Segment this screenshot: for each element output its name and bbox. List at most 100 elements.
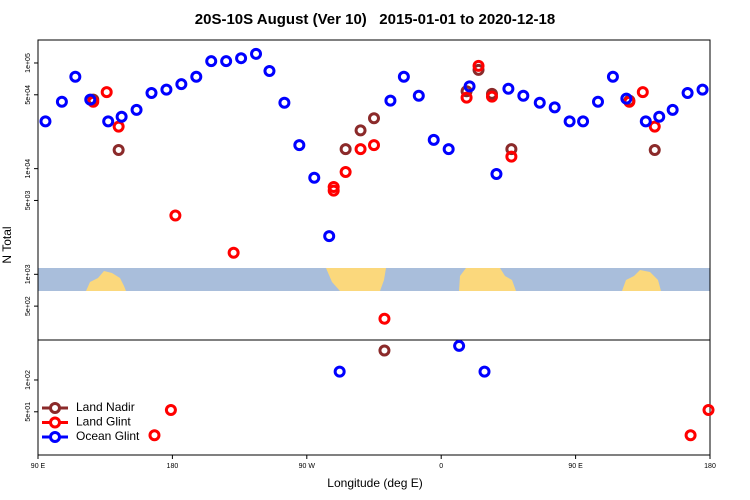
x-axis-label: Longitude (deg E) xyxy=(327,476,422,490)
data-point xyxy=(384,94,397,107)
data-point xyxy=(427,133,440,146)
data-point xyxy=(160,83,173,96)
data-point xyxy=(472,59,485,72)
legend-label: Ocean Glint xyxy=(76,429,140,443)
data-point xyxy=(55,95,68,108)
data-point xyxy=(148,429,161,442)
data-point xyxy=(412,89,425,102)
legend-marker xyxy=(49,416,61,429)
data-point xyxy=(702,403,715,416)
x-tick-label: 90 W xyxy=(299,463,316,470)
x-tick-label: 0 xyxy=(439,463,443,470)
y-tick-label: 1e+04 xyxy=(25,159,32,179)
data-point xyxy=(696,83,709,96)
data-point xyxy=(220,55,233,68)
data-point xyxy=(39,115,52,128)
data-point xyxy=(505,143,518,156)
data-point xyxy=(235,52,248,65)
data-point xyxy=(293,139,306,152)
data-point xyxy=(533,96,546,109)
plot-frame xyxy=(37,39,711,456)
land-strip xyxy=(86,271,126,291)
data-point xyxy=(112,144,125,157)
data-point xyxy=(684,429,697,442)
legend-label: Land Nadir xyxy=(76,400,135,414)
data-point xyxy=(308,171,321,184)
data-point xyxy=(620,92,633,105)
data-point xyxy=(354,143,367,156)
data-point xyxy=(69,70,82,83)
data-point xyxy=(115,110,128,123)
data-point xyxy=(502,82,515,95)
land-strip xyxy=(326,268,386,291)
data-point xyxy=(339,165,352,178)
data-point xyxy=(327,184,340,197)
data-point xyxy=(478,365,491,378)
data-point xyxy=(378,344,391,357)
data-point xyxy=(639,115,652,128)
data-point xyxy=(333,365,346,378)
data-point xyxy=(278,96,291,109)
land-strip xyxy=(622,270,661,291)
data-point xyxy=(490,167,503,180)
data-point xyxy=(112,120,125,133)
data-point xyxy=(100,86,113,99)
data-point xyxy=(263,64,276,77)
data-point xyxy=(472,63,485,76)
data-point xyxy=(368,112,380,125)
data-point xyxy=(563,115,576,128)
y-tick-label: 5e+03 xyxy=(25,191,32,211)
x-tick-label: 180 xyxy=(167,463,179,470)
data-point xyxy=(648,144,661,157)
y-tick-label: 5e+04 xyxy=(25,85,32,105)
data-point xyxy=(84,93,97,106)
data-point xyxy=(368,139,380,152)
map-strip xyxy=(38,268,710,291)
chart-title: 20S-10S August (Ver 10) 2015-01-01 to 20… xyxy=(195,11,555,28)
data-point xyxy=(250,47,263,60)
data-point xyxy=(354,124,367,137)
data-point xyxy=(460,91,473,104)
data-point xyxy=(205,55,218,68)
data-point xyxy=(175,78,188,91)
x-tick-label: 90 E xyxy=(568,463,583,470)
data-point xyxy=(145,86,158,99)
data-point xyxy=(442,143,455,156)
y-tick-label: 1e+02 xyxy=(25,370,32,390)
x-tick-label: 180 xyxy=(704,463,716,470)
data-point xyxy=(102,115,115,128)
data-point xyxy=(592,95,604,108)
data-point xyxy=(653,110,666,123)
data-point xyxy=(636,86,649,99)
data-point xyxy=(397,70,410,83)
data-point xyxy=(378,312,391,325)
y-tick-label: 1e+05 xyxy=(25,53,32,73)
data-point xyxy=(339,143,352,156)
data-point xyxy=(169,209,182,222)
legend-label: Land Glint xyxy=(76,415,131,429)
legend-marker xyxy=(49,431,61,443)
data-point xyxy=(227,246,240,259)
data-point xyxy=(606,70,619,83)
data-point xyxy=(323,230,336,243)
y-axis-label: N Total xyxy=(0,226,14,263)
y-tick-label: 5e+02 xyxy=(25,296,32,316)
data-point xyxy=(548,101,561,114)
data-point xyxy=(485,90,498,103)
data-point xyxy=(517,89,530,102)
data-point xyxy=(648,120,661,133)
data-point xyxy=(666,103,679,116)
data-point xyxy=(577,115,590,128)
data-point xyxy=(681,86,694,99)
land-strip xyxy=(459,268,516,291)
y-tick-label: 1e+03 xyxy=(25,264,32,284)
data-point xyxy=(453,339,466,352)
data-point xyxy=(164,403,177,416)
data-point xyxy=(505,150,518,163)
data-point xyxy=(190,70,203,83)
data-point xyxy=(463,80,476,93)
legend-marker xyxy=(49,402,61,414)
